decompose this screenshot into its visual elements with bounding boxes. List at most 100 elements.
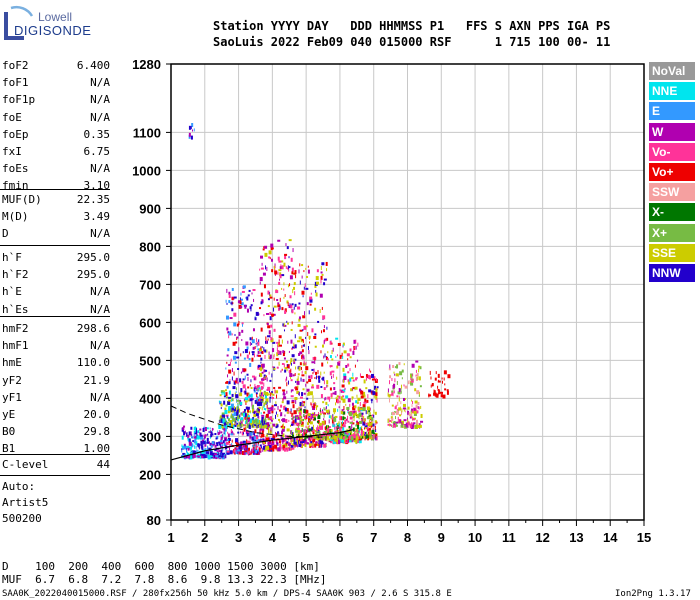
echo-point [288,239,292,242]
echo-point [305,362,307,366]
echo-point [342,416,345,421]
echo-point [194,431,198,435]
echo-point [209,455,213,458]
echo-point [293,273,295,276]
echo-point [287,364,289,367]
echo-point [359,426,362,430]
echo-point [301,290,305,295]
echo-point [206,453,208,458]
echo-point [237,367,240,370]
param-value: 44 [96,458,110,471]
echo-point [233,322,237,327]
echo-point [374,425,376,430]
echo-point [345,395,349,399]
echo-point [196,449,198,452]
echo-point [243,451,246,456]
echo-point [259,348,263,352]
echo-point [275,401,277,406]
echo-point [227,374,229,378]
echo-point [279,266,282,270]
echo-point [322,401,325,404]
echo-point [429,394,431,397]
param-row-mufd: MUF(D) 22.35 [2,192,110,207]
echo-point [256,409,259,413]
echo-point [191,122,194,127]
echo-point [369,412,371,417]
echo-point [247,418,250,422]
echo-point [355,439,358,444]
echo-point [353,339,356,344]
echo-point [267,338,269,341]
echo-point [249,451,252,455]
echo-point [283,323,285,327]
param-value: N/A [90,302,110,316]
echo-point [246,439,248,444]
echo-point [240,388,243,393]
echo-point [264,441,266,445]
echo-point [318,379,321,383]
echo-point [208,430,210,433]
echo-point [412,373,414,377]
echo-point [228,381,231,385]
echo-point [360,436,362,439]
echo-point [316,429,320,433]
echo-point [301,374,305,377]
echo-point [296,378,299,383]
echo-point [446,389,449,392]
echo-point [283,329,285,332]
echo-point [280,412,283,417]
echo-point [232,407,236,412]
echo-point [285,434,287,438]
echo-point [246,417,250,420]
echo-point [301,275,303,279]
echo-point [276,441,279,445]
echo-point [305,433,308,436]
echo-point [273,313,276,316]
echo-point [261,422,263,426]
echo-point [374,420,377,424]
x-tick-label: 8 [404,530,411,545]
echo-point [266,404,268,409]
echo-point [352,422,355,425]
echo-point [237,300,240,304]
echo-point [237,449,241,452]
echo-point [239,449,242,454]
echo-point [279,420,281,423]
echo-point [210,444,213,448]
echo-point [407,419,409,423]
echo-point [251,336,253,340]
echo-point [226,361,228,364]
echo-point [242,285,246,289]
echo-point [366,399,369,403]
echo-point [269,294,272,297]
echo-point [323,282,326,286]
echo-point [227,437,231,441]
echo-point [241,323,243,327]
echo-point [288,444,290,448]
echo-point [238,422,240,427]
echo-point [367,394,369,399]
echo-point [226,426,228,430]
echo-point [338,360,341,363]
echo-point [244,375,246,380]
echo-point [281,435,283,438]
echo-point [190,126,192,130]
echo-point [411,412,413,415]
echo-point [418,391,420,396]
echo-point [398,407,402,411]
echo-point [342,367,345,372]
echo-point [390,416,393,420]
echo-point [281,401,284,404]
echo-point [183,425,186,428]
echo-point [321,410,324,414]
echo-point [357,435,360,440]
echo-point [300,419,303,422]
echo-point [265,265,267,270]
echo-point [261,371,264,374]
echo-point [241,412,244,416]
echo-point [260,301,263,305]
echo-point [243,427,246,432]
echo-point [290,376,292,379]
echo-point [290,447,293,450]
echo-point [272,417,274,420]
